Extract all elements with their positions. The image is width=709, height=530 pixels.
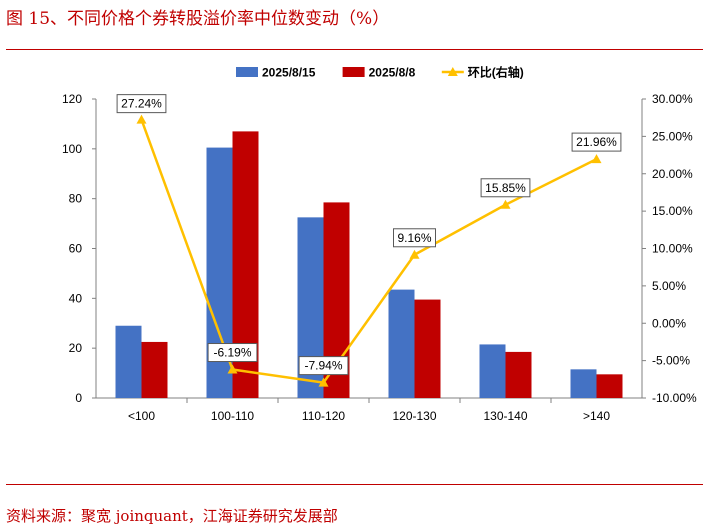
source-rule <box>6 484 703 485</box>
data-label: -7.94% <box>304 359 342 373</box>
chart: 0 20 40 60 80 100 120 -10.00% -5.00% 0.00% 5.00% 10… <box>62 65 697 424</box>
data-label: 15.85% <box>485 181 526 195</box>
left-tick-label: 0 <box>75 391 82 405</box>
data-label-box <box>207 343 258 363</box>
x-tick-label: 130-140 <box>483 409 527 423</box>
data-label-box <box>298 356 349 376</box>
left-tick-label: 80 <box>69 192 83 206</box>
data-label-box <box>393 228 436 248</box>
legend-marker <box>447 67 458 76</box>
bar-series2 <box>505 351 532 398</box>
data-label: 21.96% <box>576 135 617 149</box>
line-marker <box>227 364 238 374</box>
line-marker <box>318 377 329 387</box>
bar-series2 <box>141 341 168 398</box>
right-tick-label: 20.00% <box>652 167 693 181</box>
bar-series1 <box>570 369 597 398</box>
legend-label: 2025/8/8 <box>369 66 416 80</box>
line-marker <box>500 199 511 209</box>
legend-swatch <box>236 67 258 77</box>
right-tick-label: 30.00% <box>652 92 693 106</box>
bar-series2 <box>414 299 441 398</box>
x-tick-label: 110-120 <box>302 409 345 423</box>
bar-series1 <box>115 325 142 398</box>
line-marker <box>136 114 147 124</box>
bar-series2 <box>596 374 623 398</box>
right-tick-label: 25.00% <box>652 129 693 143</box>
x-tick-label: 120-130 <box>392 409 436 423</box>
right-tick-label: 5.00% <box>652 279 686 293</box>
x-tick-label: >140 <box>583 409 610 423</box>
title-rule <box>6 49 703 50</box>
data-label: 27.24% <box>121 97 162 111</box>
legend-label: 2025/8/15 <box>262 66 316 80</box>
right-tick-label: -10.00% <box>652 391 697 405</box>
bar-series1 <box>479 344 506 398</box>
data-label-box <box>116 94 167 114</box>
right-tick-label: 10.00% <box>652 242 693 256</box>
left-tick-label: 20 <box>69 341 83 355</box>
x-tick-label: <100 <box>128 409 155 423</box>
x-tick-label: 100-110 <box>211 409 254 423</box>
data-label: 9.16% <box>397 231 431 245</box>
source-note: 资料来源：聚宽 joinquant，江海证券研究发展部 <box>6 507 338 525</box>
bar-series1 <box>388 289 415 398</box>
left-tick-label: 100 <box>62 142 82 156</box>
legend-swatch <box>342 67 365 77</box>
right-tick-label: 15.00% <box>652 204 693 218</box>
data-label: -6.19% <box>213 346 251 360</box>
left-tick-label: 120 <box>62 92 82 106</box>
legend-label: 环比(右轴) <box>468 65 524 80</box>
left-tick-label: 40 <box>69 291 83 305</box>
line-marker <box>591 154 602 164</box>
data-label-box <box>571 132 622 152</box>
right-tick-label: 0.00% <box>652 316 686 330</box>
left-tick-label: 60 <box>69 242 83 256</box>
right-tick-label: -5.00% <box>652 354 690 368</box>
line-marker <box>409 249 420 259</box>
data-label-box <box>480 178 531 198</box>
figure-title: 图 15、不同价格个券转股溢价率中位数变动（%） <box>6 9 390 29</box>
